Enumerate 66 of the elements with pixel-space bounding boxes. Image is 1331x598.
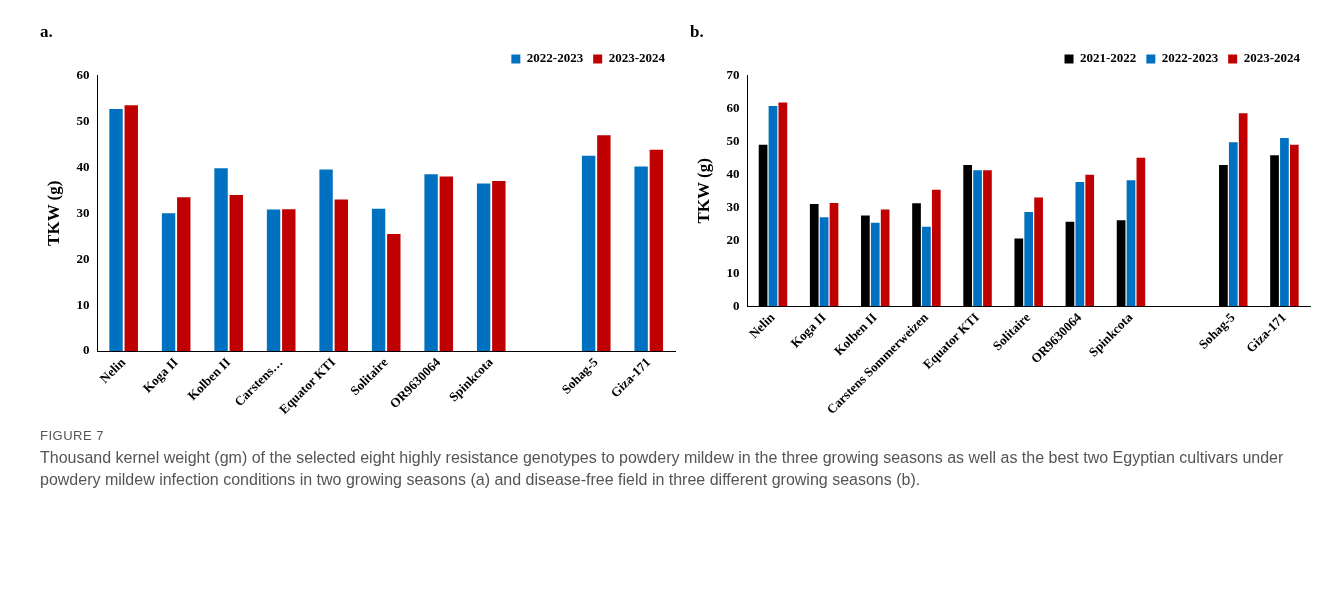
y-tick-label: 60 <box>726 99 740 115</box>
legend-label: 2023-2024 <box>608 50 666 66</box>
y-tick-label: 30 <box>726 198 740 214</box>
bar <box>1126 180 1136 307</box>
chart-title: b. <box>690 21 704 41</box>
y-axis-title: TKW (g) <box>43 180 63 246</box>
y-tick-label: 40 <box>726 165 740 181</box>
bar <box>319 169 333 352</box>
bar <box>214 168 228 352</box>
bar <box>109 108 123 352</box>
bar <box>880 209 890 307</box>
bar <box>387 233 401 352</box>
bar <box>424 174 438 352</box>
bar <box>161 213 176 352</box>
bar <box>597 135 611 352</box>
bar <box>983 170 992 307</box>
chart-title: a. <box>40 21 53 41</box>
y-tick-label: 50 <box>726 132 740 148</box>
y-tick-label: 40 <box>76 158 90 174</box>
bar <box>1228 142 1238 307</box>
bar <box>1289 144 1299 307</box>
bar <box>1085 174 1095 307</box>
bar <box>922 226 931 307</box>
bar <box>870 222 880 307</box>
bar <box>778 102 788 307</box>
bar <box>829 203 839 307</box>
y-tick-label: 10 <box>76 296 90 312</box>
bar <box>819 217 829 307</box>
y-axis-title: TKW (g) <box>693 158 713 224</box>
bar <box>1024 211 1034 307</box>
bar <box>1238 113 1248 307</box>
bar <box>334 199 349 352</box>
bar <box>492 181 506 352</box>
caption: FIGURE 7 <box>40 428 105 443</box>
bar <box>229 194 243 352</box>
bar <box>124 105 138 352</box>
y-tick-label: 60 <box>76 66 90 82</box>
y-tick-label: 20 <box>726 231 740 247</box>
bar <box>634 166 648 352</box>
legend-label: 2023-2024 <box>1243 50 1301 66</box>
bar <box>973 170 982 307</box>
bar <box>266 209 281 352</box>
y-tick-label: 70 <box>726 66 740 82</box>
text: Thousand kernel weight (gm) of the selected eight highly resistance genotypes to powdery mildew in the three growing seasons as well as the best two Egyptian cultivars under powdery mildew infection conditions in two growing seasons (a) and disease-free field in three different growing seasons (b). <box>40 448 1285 490</box>
bar <box>1034 197 1043 307</box>
bar <box>1136 157 1146 307</box>
y-tick-label: 0 <box>82 342 90 358</box>
legend-label: 2021-2022 <box>1080 50 1137 66</box>
y-tick-label: 0 <box>732 297 740 313</box>
bar <box>768 106 778 307</box>
bar <box>1280 138 1289 307</box>
bar <box>931 189 941 307</box>
y-tick-label: 10 <box>726 264 740 280</box>
bar <box>649 149 664 352</box>
bar <box>439 176 454 352</box>
bar <box>1075 181 1085 307</box>
y-tick-label: 50 <box>76 112 90 128</box>
bar <box>282 209 296 352</box>
bar <box>476 183 491 352</box>
legend-label: 2022-2023 <box>526 50 584 66</box>
legend-label: 2022-2023 <box>1161 50 1219 66</box>
bar <box>371 208 386 352</box>
y-tick-label: 30 <box>76 204 90 220</box>
y-tick-label: 20 <box>76 250 90 266</box>
bar <box>581 155 596 352</box>
bar <box>177 197 191 352</box>
